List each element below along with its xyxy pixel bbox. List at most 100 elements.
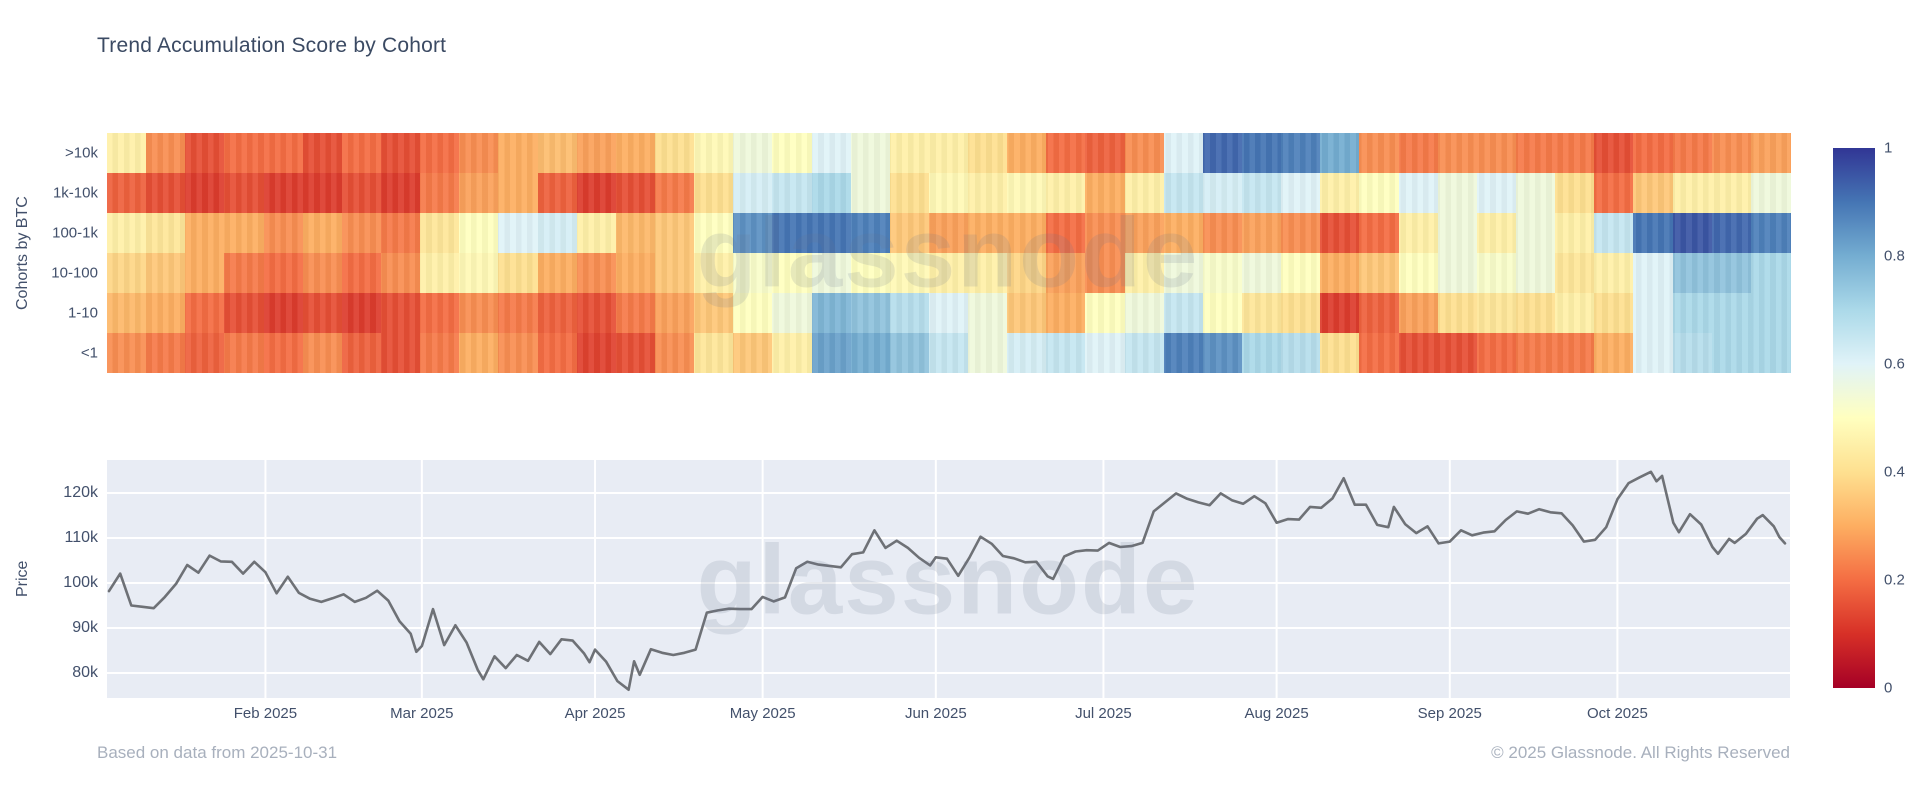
heatmap-cell[interactable] <box>1281 333 1321 373</box>
heatmap-cell[interactable] <box>263 173 304 213</box>
heatmap-cell[interactable] <box>380 133 421 173</box>
price-line-chart[interactable] <box>107 460 1790 698</box>
heatmap-cell[interactable] <box>889 333 930 373</box>
heatmap-cell[interactable] <box>302 293 343 333</box>
heatmap-cell[interactable] <box>380 293 421 333</box>
heatmap-cell[interactable] <box>341 293 382 333</box>
heatmap-cell[interactable] <box>302 173 343 213</box>
heatmap-cell[interactable] <box>928 333 969 373</box>
heatmap-cell[interactable] <box>576 333 617 373</box>
heatmap-cell[interactable] <box>498 133 539 173</box>
heatmap-cell[interactable] <box>928 253 969 293</box>
heatmap-cell[interactable] <box>537 293 578 333</box>
heatmap-cell[interactable] <box>1046 133 1087 173</box>
heatmap-cell[interactable] <box>1398 213 1439 253</box>
heatmap-cell[interactable] <box>1555 133 1595 173</box>
heatmap-cell[interactable] <box>968 253 1008 293</box>
heatmap-cell[interactable] <box>1516 293 1556 333</box>
heatmap-cell[interactable] <box>1555 253 1595 293</box>
heatmap-cell[interactable] <box>1398 253 1439 293</box>
heatmap-cell[interactable] <box>733 173 773 213</box>
heatmap-cell[interactable] <box>1124 133 1165 173</box>
heatmap-cell[interactable] <box>146 253 186 293</box>
heatmap-cell[interactable] <box>146 213 186 253</box>
heatmap-cell[interactable] <box>615 253 656 293</box>
btc-price-line[interactable] <box>107 470 1787 691</box>
heatmap-cell[interactable] <box>850 293 891 333</box>
heatmap-cell[interactable] <box>1437 173 1478 213</box>
heatmap-cell[interactable] <box>1437 213 1478 253</box>
heatmap-cell[interactable] <box>1750 333 1791 373</box>
heatmap-cell[interactable] <box>889 293 930 333</box>
heatmap-cell[interactable] <box>1202 173 1243 213</box>
heatmap-cell[interactable] <box>380 213 421 253</box>
heatmap-cell[interactable] <box>1202 333 1243 373</box>
price-plot[interactable] <box>107 460 1790 698</box>
heatmap-cell[interactable] <box>107 253 147 293</box>
heatmap-cell[interactable] <box>1046 253 1087 293</box>
heatmap-cell[interactable] <box>1359 293 1400 333</box>
heatmap-cell[interactable] <box>185 293 225 333</box>
heatmap-cell[interactable] <box>1281 293 1321 333</box>
heatmap-cell[interactable] <box>811 333 852 373</box>
heatmap-cell[interactable] <box>1163 333 1204 373</box>
heatmap-cell[interactable] <box>772 133 813 173</box>
heatmap-cell[interactable] <box>1007 253 1047 293</box>
heatmap-cell[interactable] <box>1202 133 1243 173</box>
heatmap-cell[interactable] <box>1359 173 1400 213</box>
heatmap-cell[interactable] <box>1594 333 1635 373</box>
heatmap-cell[interactable] <box>459 173 499 213</box>
heatmap-cell[interactable] <box>1750 253 1791 293</box>
heatmap-cell[interactable] <box>850 133 891 173</box>
heatmap-cell[interactable] <box>1555 293 1595 333</box>
heatmap-cell[interactable] <box>1163 293 1204 333</box>
heatmap-cell[interactable] <box>1594 213 1635 253</box>
heatmap-cell[interactable] <box>889 133 930 173</box>
heatmap-cell[interactable] <box>1633 213 1674 253</box>
heatmap-cell[interactable] <box>1359 213 1400 253</box>
heatmap-cell[interactable] <box>811 253 852 293</box>
heatmap-cell[interactable] <box>733 293 773 333</box>
heatmap-cell[interactable] <box>459 333 499 373</box>
heatmap-cell[interactable] <box>733 253 773 293</box>
heatmap-cell[interactable] <box>146 293 186 333</box>
heatmap-cell[interactable] <box>968 293 1008 333</box>
heatmap-cell[interactable] <box>1046 213 1087 253</box>
heatmap-cell[interactable] <box>1516 173 1556 213</box>
heatmap-cell[interactable] <box>1711 213 1752 253</box>
heatmap-cell[interactable] <box>1750 293 1791 333</box>
heatmap-cell[interactable] <box>1085 133 1126 173</box>
heatmap-cell[interactable] <box>733 213 773 253</box>
heatmap-cell[interactable] <box>576 253 617 293</box>
heatmap-cell[interactable] <box>1007 133 1047 173</box>
heatmap-cell[interactable] <box>1711 333 1752 373</box>
heatmap-cell[interactable] <box>1242 213 1282 253</box>
heatmap-cell[interactable] <box>1672 133 1713 173</box>
heatmap-cell[interactable] <box>1555 173 1595 213</box>
heatmap-cell[interactable] <box>694 253 734 293</box>
heatmap-cell[interactable] <box>1633 293 1674 333</box>
heatmap-cell[interactable] <box>1242 173 1282 213</box>
heatmap-cell[interactable] <box>107 133 147 173</box>
heatmap-cell[interactable] <box>302 133 343 173</box>
heatmap-cell[interactable] <box>1398 133 1439 173</box>
heatmap-cell[interactable] <box>1398 173 1439 213</box>
heatmap-cell[interactable] <box>1320 173 1361 213</box>
heatmap-cell[interactable] <box>1046 293 1087 333</box>
heatmap-cell[interactable] <box>341 133 382 173</box>
heatmap-cell[interactable] <box>654 213 695 253</box>
heatmap-cell[interactable] <box>1359 333 1400 373</box>
heatmap-cell[interactable] <box>146 133 186 173</box>
heatmap-cell[interactable] <box>459 133 499 173</box>
heatmap-cell[interactable] <box>302 253 343 293</box>
heatmap-cell[interactable] <box>1672 173 1713 213</box>
heatmap-cell[interactable] <box>928 173 969 213</box>
heatmap-cell[interactable] <box>1398 293 1439 333</box>
heatmap-cell[interactable] <box>1281 173 1321 213</box>
heatmap-cell[interactable] <box>1750 173 1791 213</box>
heatmap-cell[interactable] <box>1281 253 1321 293</box>
heatmap-cell[interactable] <box>811 213 852 253</box>
heatmap-cell[interactable] <box>1398 333 1439 373</box>
heatmap-cell[interactable] <box>654 253 695 293</box>
heatmap-cell[interactable] <box>1672 333 1713 373</box>
